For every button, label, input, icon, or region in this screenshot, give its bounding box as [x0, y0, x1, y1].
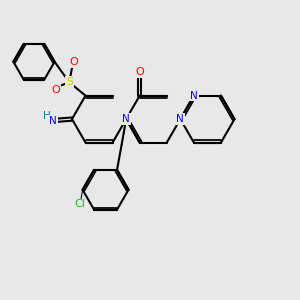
Text: O: O — [69, 57, 78, 67]
Text: N: N — [122, 114, 130, 124]
Text: N: N — [176, 114, 184, 124]
Text: S: S — [66, 77, 73, 87]
Text: N: N — [49, 116, 57, 126]
Text: Cl: Cl — [74, 200, 85, 209]
Text: N: N — [190, 91, 198, 100]
Text: O: O — [135, 67, 144, 77]
Text: O: O — [51, 85, 60, 95]
Text: H: H — [43, 111, 51, 121]
